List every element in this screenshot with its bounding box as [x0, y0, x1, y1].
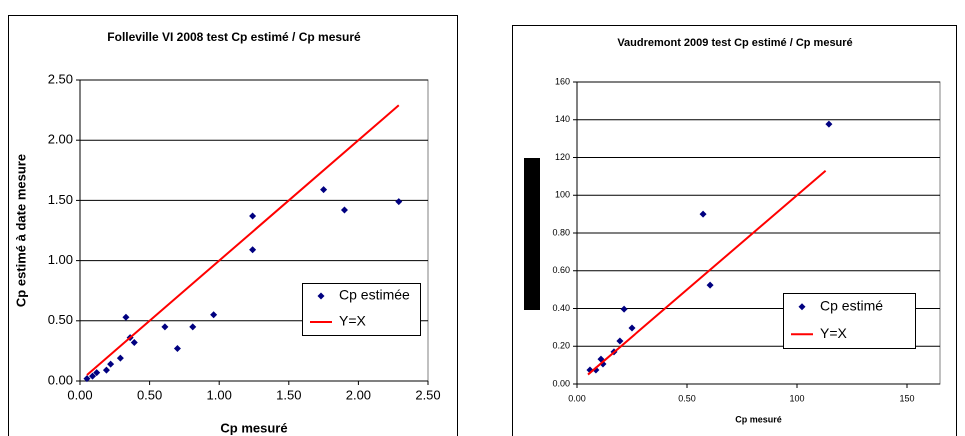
- x-tick-label: 0.00: [568, 393, 586, 403]
- data-point: [628, 324, 636, 332]
- x-axis-label: Cp mesuré: [735, 414, 782, 424]
- reference-line: [587, 169, 827, 376]
- data-point: [706, 281, 714, 289]
- y-tick-label: 0.00: [48, 372, 73, 387]
- y-tick-label: 1.00: [48, 252, 73, 267]
- x-tick-label: 100: [789, 393, 804, 403]
- data-point: [620, 305, 628, 313]
- x-tick-label: 0.00: [67, 387, 92, 402]
- data-point: [89, 372, 97, 380]
- data-point: [93, 369, 101, 377]
- y-tick-label: 0.20: [552, 341, 570, 351]
- x-tick-label: 0.50: [137, 387, 162, 402]
- data-point: [173, 344, 181, 352]
- data-point: [699, 210, 707, 218]
- chart-title: Folleville VI 2008 test Cp estimé / Cp m…: [107, 30, 361, 44]
- data-point: [320, 186, 328, 194]
- data-point: [249, 246, 257, 254]
- data-point: [122, 313, 130, 321]
- legend-box: [302, 283, 421, 336]
- legend-label: Y=X: [820, 325, 848, 341]
- chart-title: Vaudremont 2009 test Cp estimé / Cp mesu…: [617, 37, 852, 49]
- data-point: [116, 354, 124, 362]
- legend-label: Y=X: [339, 313, 367, 329]
- x-tick-label: 2.50: [415, 387, 440, 402]
- data-point: [249, 212, 257, 220]
- data-point: [210, 311, 218, 319]
- y-tick-label: 2.50: [48, 71, 73, 86]
- y-tick-label: 0.00: [552, 378, 570, 388]
- data-point: [340, 206, 348, 214]
- redaction-bar: [524, 158, 540, 310]
- y-tick-label: 100: [555, 190, 570, 200]
- y-tick-label: 0.50: [48, 312, 73, 327]
- y-tick-label: 160: [555, 76, 570, 86]
- legend-box: [783, 293, 916, 349]
- x-axis-label: Cp mesuré: [220, 420, 287, 435]
- data-point: [107, 360, 115, 368]
- x-tick-label: 1.50: [276, 387, 301, 402]
- y-tick-label: 120: [555, 152, 570, 162]
- x-tick-label: 2.00: [346, 387, 371, 402]
- data-point: [130, 338, 138, 346]
- y-tick-label: 0.80: [552, 227, 570, 237]
- data-point: [161, 323, 169, 331]
- data-point: [825, 120, 833, 128]
- y-tick-label: 0.40: [552, 303, 570, 313]
- x-tick-label: 0.50: [678, 393, 696, 403]
- legend-label: Cp estimée: [339, 287, 410, 303]
- y-tick-label: 0.60: [552, 265, 570, 275]
- y-tick-label: 1.50: [48, 192, 73, 207]
- y-tick-label: 2.00: [48, 132, 73, 147]
- x-tick-label: 1.00: [207, 387, 232, 402]
- data-point: [189, 323, 197, 331]
- x-tick-label: 150: [899, 393, 914, 403]
- data-point: [83, 375, 91, 383]
- legend-swatch: [798, 303, 806, 311]
- legend-swatch: [317, 292, 325, 300]
- data-point: [616, 337, 624, 345]
- data-point: [102, 366, 110, 374]
- y-tick-label: 140: [555, 114, 570, 124]
- y-axis-label: Cp estimé à date mesure: [13, 154, 28, 307]
- data-point: [395, 198, 403, 206]
- reference-line: [86, 104, 400, 376]
- legend-label: Cp estimé: [820, 297, 883, 313]
